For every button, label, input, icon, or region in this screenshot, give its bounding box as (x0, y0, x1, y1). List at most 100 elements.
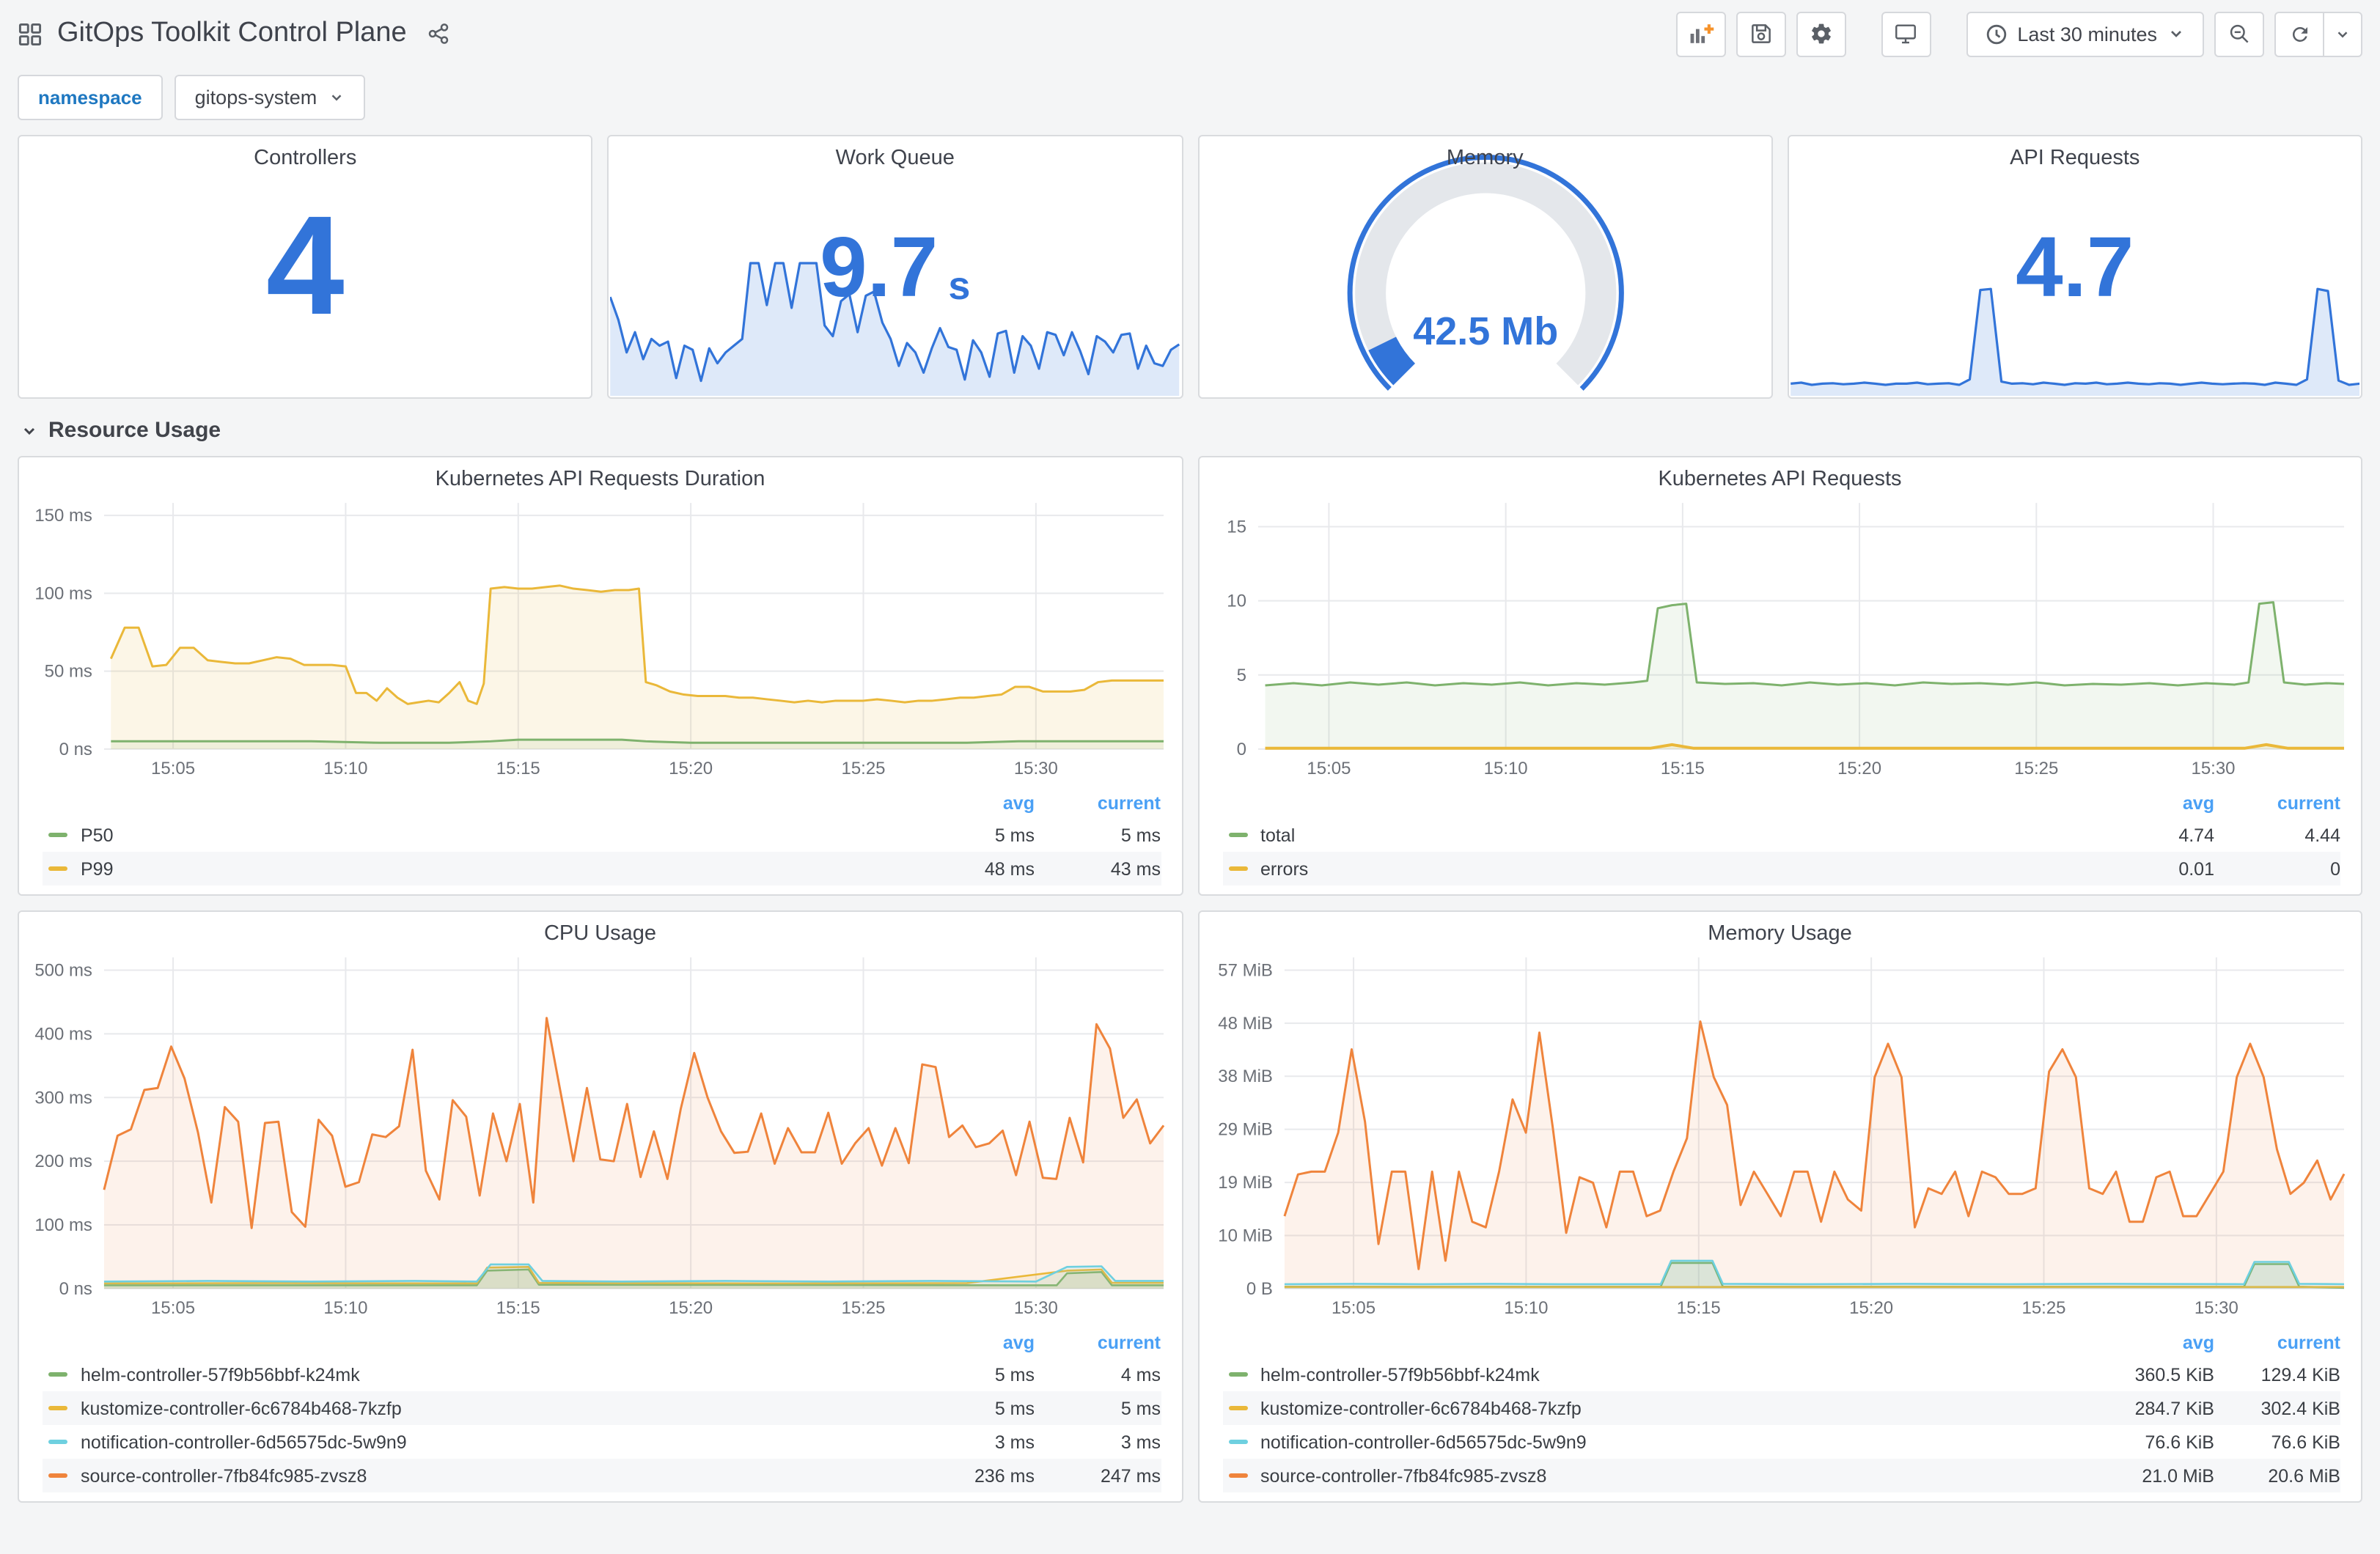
legend-row: helm-controller-57f9b56bbf-k24mk 360.5 K… (1222, 1358, 2340, 1391)
cpu-usage-chart[interactable]: 15:05 15:10 15:15 15:20 15:25 15:30 0 ns 100 ms… (19, 946, 1181, 1324)
legend-col-current[interactable]: current (1097, 1333, 1161, 1353)
series-color-swatch (48, 1473, 67, 1478)
work-queue-value: 9.7 (820, 219, 939, 314)
svg-text:15:25: 15:25 (842, 759, 886, 778)
legend-col-avg[interactable]: avg (1002, 793, 1035, 814)
share-icon[interactable] (427, 22, 451, 45)
refresh-interval-dropdown[interactable] (2324, 11, 2362, 56)
legend-header: avg current (43, 789, 1161, 818)
panel-title[interactable]: Memory Usage (1708, 922, 1852, 946)
series-color-swatch (1228, 1372, 1247, 1377)
legend-col-current[interactable]: current (2277, 1333, 2340, 1353)
series-color-swatch (1228, 1473, 1247, 1478)
legend-row: source-controller-7fb84fc985-zvsz8 236 m… (43, 1459, 1161, 1492)
series-name[interactable]: helm-controller-57f9b56bbf-k24mk (1260, 1364, 1540, 1385)
panel-title[interactable]: Memory (1446, 147, 1524, 170)
k8s-api-requests-chart[interactable]: 15:05 15:10 15:15 15:20 15:25 15:30 0 5 10 15 (1199, 491, 2361, 784)
panel-k8s-api-requests[interactable]: Kubernetes API Requests 15:05 15:10 15:15 1… (1197, 456, 2362, 896)
section-resource-usage[interactable]: Resource Usage (21, 418, 2359, 443)
panel-work-queue[interactable]: Work Queue 9.7 s (607, 135, 1183, 399)
svg-text:15:30: 15:30 (2194, 1298, 2238, 1318)
save-dashboard-button[interactable] (1736, 11, 1786, 56)
settings-gear-button[interactable] (1796, 11, 1846, 56)
dashboard-grid-icon[interactable] (18, 21, 43, 46)
series-avg: 5 ms (994, 1398, 1035, 1418)
legend-row: P50 5 ms 5 ms (43, 818, 1161, 852)
panel-title[interactable]: Controllers (254, 147, 357, 170)
panel-memory-usage[interactable]: Memory Usage 15:05 15:10 15:15 15:20 15:25 15… (1197, 910, 2362, 1503)
panel-controllers[interactable]: Controllers 4 (18, 135, 593, 399)
legend-col-avg[interactable]: avg (2182, 1333, 2214, 1353)
svg-text:15:20: 15:20 (669, 759, 713, 778)
panel-title[interactable]: Work Queue (835, 147, 955, 170)
legend-col-current[interactable]: current (1097, 793, 1161, 814)
panel-title[interactable]: CPU Usage (543, 922, 657, 946)
series-name[interactable]: P99 (81, 858, 114, 879)
series-current: 5 ms (1120, 825, 1161, 845)
svg-text:15:05: 15:05 (151, 1298, 195, 1318)
series-name[interactable]: notification-controller-6d56575dc-5w9n9 (1260, 1432, 1587, 1452)
zoom-out-button[interactable] (2214, 11, 2264, 56)
panel-title[interactable]: API Requests (2010, 147, 2140, 170)
variable-namespace-select[interactable]: gitops-system (174, 75, 366, 120)
svg-text:48 MiB: 48 MiB (1217, 1014, 1272, 1034)
svg-text:57 MiB: 57 MiB (1217, 960, 1272, 980)
series-current: 4.44 (2304, 825, 2340, 845)
dashboard-toolbar: Last 30 minutes (1675, 11, 2362, 56)
series-name[interactable]: errors (1260, 858, 1309, 879)
svg-text:400 ms: 400 ms (34, 1024, 92, 1044)
svg-text:38 MiB: 38 MiB (1217, 1067, 1272, 1086)
svg-text:10: 10 (1226, 592, 1246, 611)
series-name[interactable]: kustomize-controller-6c6784b468-7kzfp (1260, 1398, 1582, 1418)
panel-memory-gauge[interactable]: Memory 42.5 Mb (1197, 135, 1773, 399)
series-name[interactable]: P50 (81, 825, 114, 845)
refresh-button[interactable] (2274, 11, 2324, 56)
svg-text:15:10: 15:10 (1483, 759, 1527, 778)
legend-col-avg[interactable]: avg (2182, 793, 2214, 814)
svg-text:15:30: 15:30 (1014, 759, 1058, 778)
series-current: 76.6 KiB (2271, 1432, 2340, 1452)
series-color-swatch (1228, 1440, 1247, 1444)
series-name[interactable]: helm-controller-57f9b56bbf-k24mk (81, 1364, 360, 1385)
panel-k8s-api-duration[interactable]: Kubernetes API Requests Duration 15:05 15… (18, 456, 1183, 896)
series-current: 43 ms (1110, 858, 1161, 879)
series-color-swatch (1228, 866, 1247, 871)
legend-col-avg[interactable]: avg (1002, 1333, 1035, 1353)
panel-title[interactable]: Kubernetes API Requests (1658, 468, 1902, 491)
add-panel-button[interactable] (1675, 11, 1726, 56)
cycle-view-mode-button[interactable] (1881, 11, 1931, 56)
series-color-swatch (48, 833, 67, 837)
series-avg: 360.5 KiB (2134, 1364, 2214, 1385)
series-name[interactable]: source-controller-7fb84fc985-zvsz8 (1260, 1465, 1547, 1486)
legend-col-current[interactable]: current (2277, 793, 2340, 814)
memory-usage-chart[interactable]: 15:05 15:10 15:15 15:20 15:25 15:30 0 B 10 MiB 1… (1199, 946, 2361, 1324)
series-name[interactable]: kustomize-controller-6c6784b468-7kzfp (81, 1398, 402, 1418)
panel-title[interactable]: Kubernetes API Requests Duration (435, 468, 765, 491)
api-requests-value: 4.7 (2016, 219, 2134, 314)
dashboard-title[interactable]: GitOps Toolkit Control Plane (57, 18, 407, 48)
svg-text:15:25: 15:25 (2013, 759, 2057, 778)
svg-text:150 ms: 150 ms (34, 506, 92, 526)
svg-text:15:15: 15:15 (496, 759, 540, 778)
panel-cpu-usage[interactable]: CPU Usage 15:05 15:10 15:15 15:20 15:25 15:30… (18, 910, 1183, 1503)
svg-text:19 MiB: 19 MiB (1217, 1173, 1272, 1193)
controllers-value: 4 (265, 188, 345, 345)
variable-namespace-label: namespace (18, 75, 163, 120)
svg-text:15:30: 15:30 (1014, 1298, 1058, 1318)
series-avg: 48 ms (984, 858, 1035, 879)
series-color-swatch (48, 866, 67, 871)
panel-api-requests[interactable]: API Requests 4.7 (1787, 135, 2362, 399)
work-queue-unit: s (948, 263, 971, 307)
series-name[interactable]: notification-controller-6d56575dc-5w9n9 (81, 1432, 407, 1452)
series-current: 20.6 MiB (2268, 1465, 2340, 1486)
series-current: 247 ms (1101, 1465, 1161, 1486)
time-range-picker[interactable]: Last 30 minutes (1966, 11, 2204, 56)
series-color-swatch (48, 1406, 67, 1410)
svg-text:15:05: 15:05 (151, 759, 195, 778)
series-name[interactable]: total (1260, 825, 1296, 845)
svg-text:29 MiB: 29 MiB (1217, 1120, 1272, 1140)
k8s-api-duration-chart[interactable]: 15:05 15:10 15:15 15:20 15:25 15:30 0 ns 50 ms 1… (19, 491, 1181, 784)
series-name[interactable]: source-controller-7fb84fc985-zvsz8 (81, 1465, 367, 1486)
legend-row: errors 0.01 0 (1222, 852, 2340, 885)
